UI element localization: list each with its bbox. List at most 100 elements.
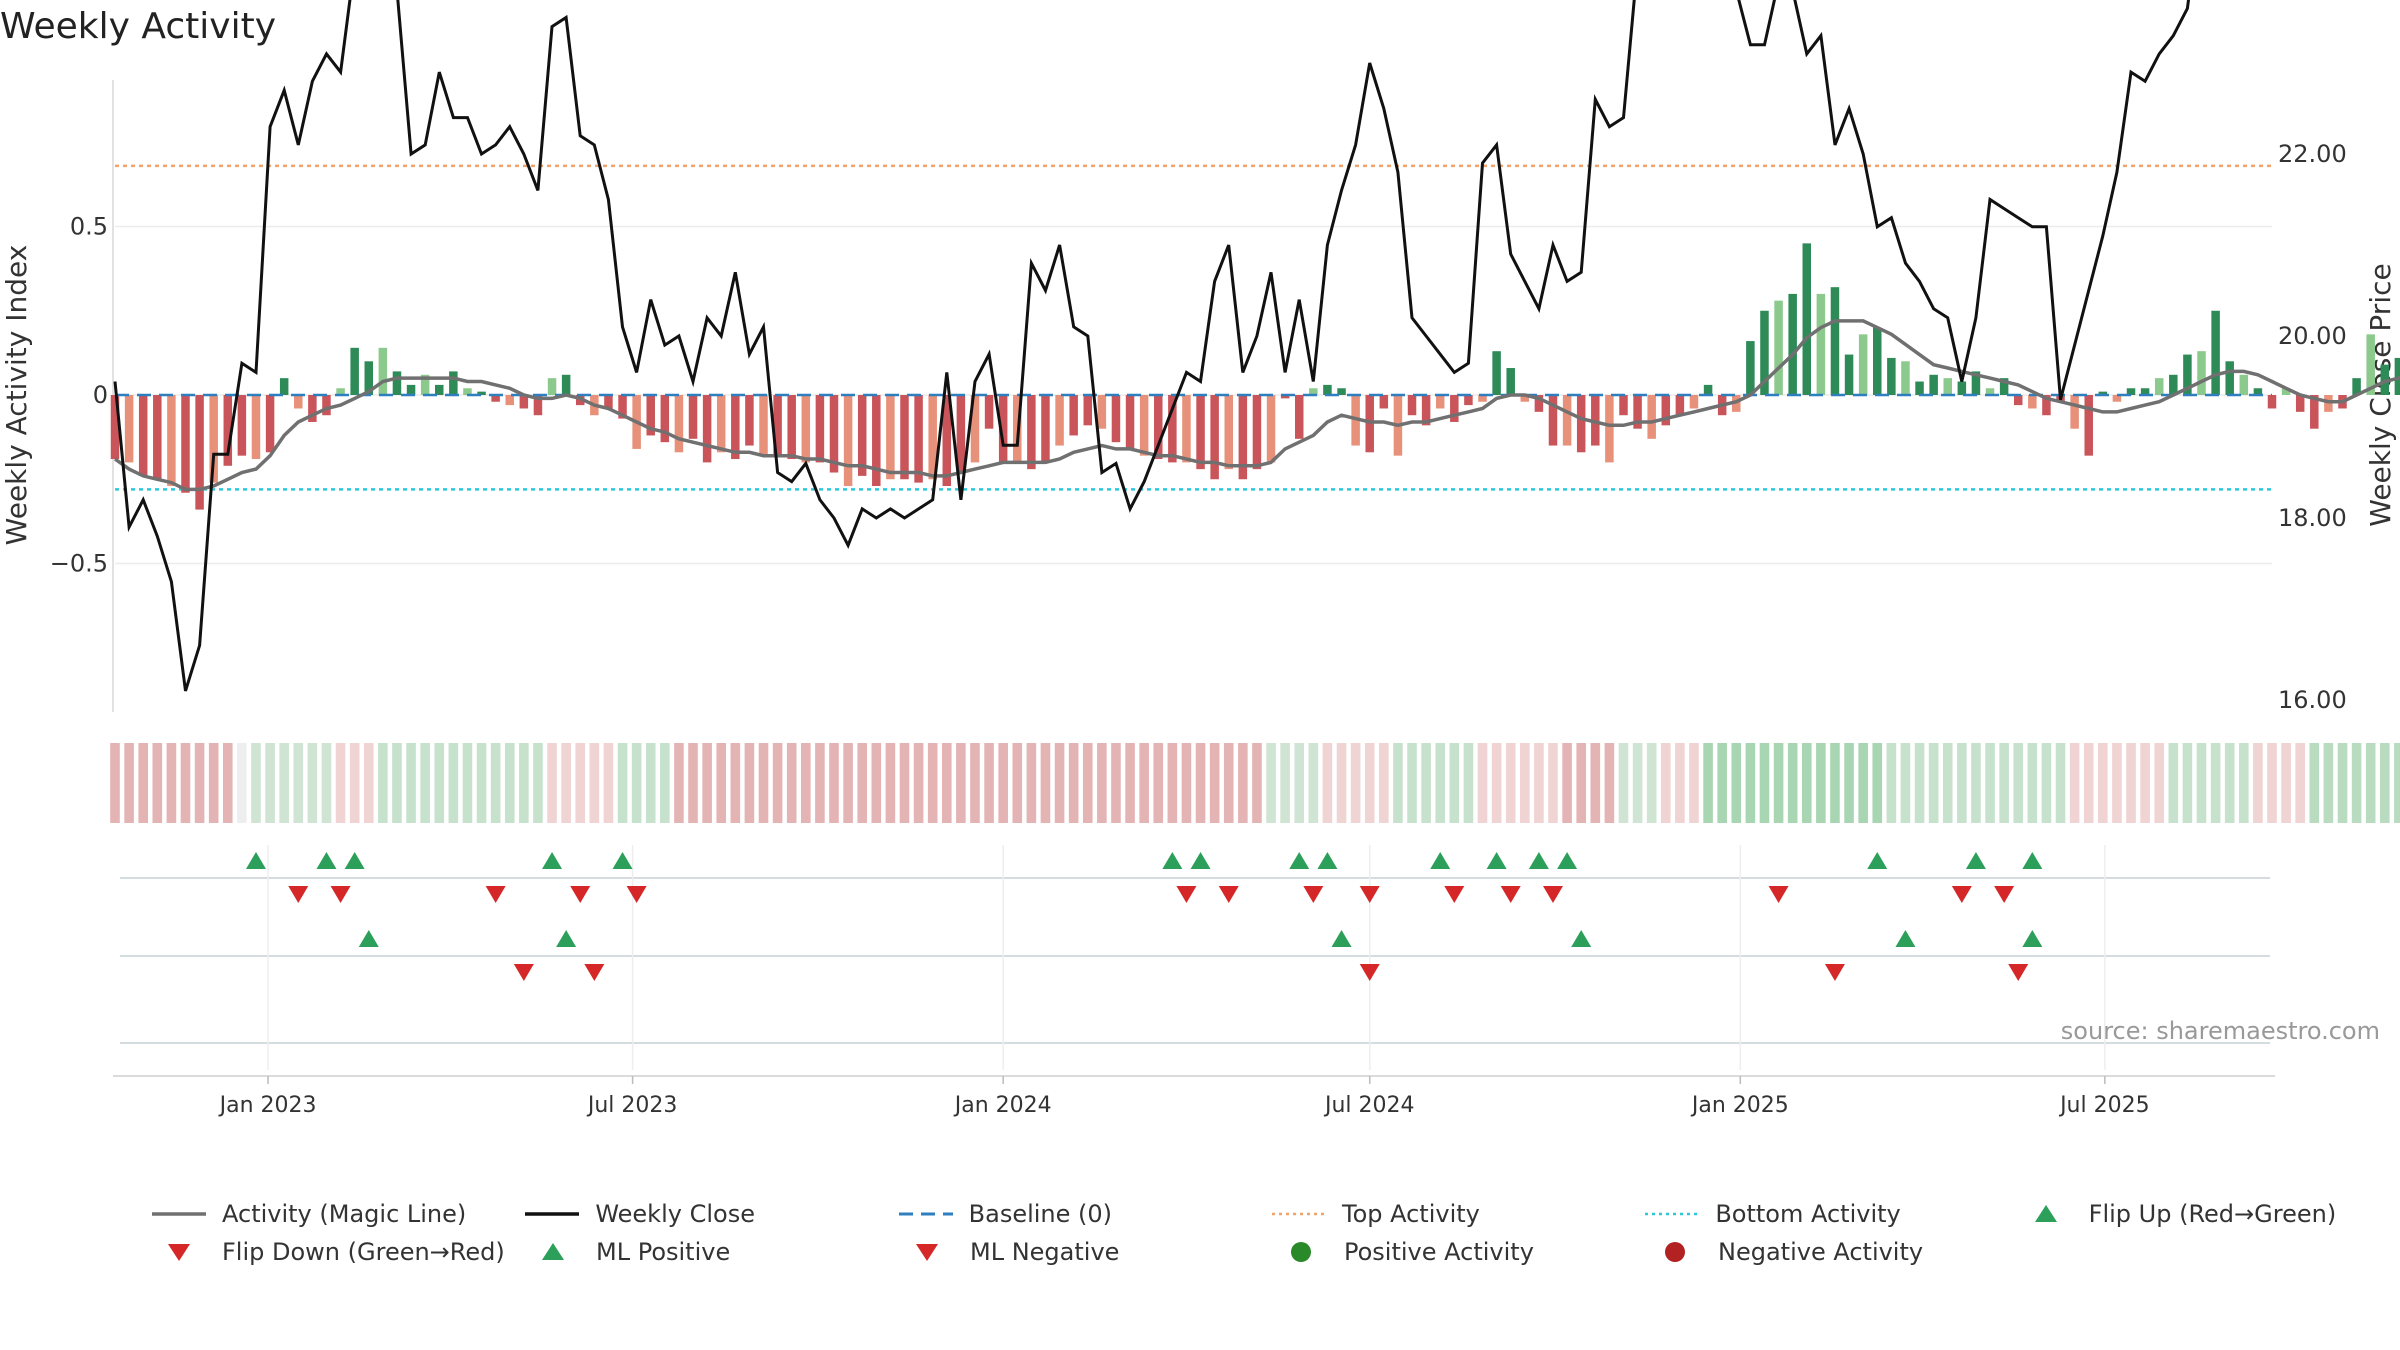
regime-strip-cell (843, 743, 853, 823)
flip-down-marker (1500, 886, 1521, 903)
flip-up-marker (1317, 852, 1338, 869)
activity-bar (124, 395, 134, 463)
regime-strip-cell (857, 743, 867, 823)
activity-bar (1097, 395, 1107, 429)
y2-tick-label: 16.00 (2278, 686, 2347, 714)
flip-down-marker (485, 886, 506, 903)
regime-strip-cell (1463, 743, 1474, 823)
flip-down-marker (288, 886, 309, 903)
regime-strip-cell (363, 743, 374, 823)
regime-strip-cell (885, 743, 896, 823)
activity-bar (1858, 334, 1868, 395)
activity-bar (2126, 388, 2136, 395)
y2-tick-label: 20.00 (2278, 322, 2347, 350)
regime-strip-cell (829, 743, 839, 823)
activity-bar (1534, 395, 1544, 412)
regime-strip-cell (307, 743, 318, 823)
x-tick-label: Jul 2024 (1323, 1093, 1415, 1118)
flip-up-marker (344, 852, 365, 869)
activity-bar (984, 395, 994, 429)
flip-down-marker (1303, 886, 1324, 903)
regime-strip-cell (1759, 743, 1770, 823)
legend-swatch (1665, 1242, 1685, 1262)
regime-strip-cell (984, 743, 994, 823)
activity-bar (2295, 395, 2305, 412)
activity-bar (237, 395, 247, 456)
activity-bar (110, 395, 120, 460)
activity-bar (2154, 378, 2164, 395)
ml-positive-marker (1571, 930, 1592, 947)
legend-label: Positive Activity (1344, 1238, 1534, 1266)
activity-bar (660, 395, 670, 443)
regime-strip-cell (1238, 743, 1248, 823)
regime-strip-cell (1097, 743, 1107, 823)
regime-strip-cell (1844, 743, 1854, 823)
regime-strip-cell (335, 743, 346, 823)
legend-item: Flip Down (Green→Red) (150, 1238, 524, 1266)
legend-label: Baseline (0) (968, 1200, 1113, 1228)
regime-strip-cell (899, 743, 910, 823)
activity-bar (914, 395, 923, 483)
regime-strip-cell (1294, 743, 1305, 823)
activity-bar (1280, 395, 1290, 399)
regime-strip-cell (1393, 743, 1403, 823)
flip-up-marker (1867, 852, 1888, 869)
flip-up-marker (1289, 852, 1310, 869)
activity-bar (2239, 374, 2249, 395)
legend-item: ML Negative (898, 1238, 1272, 1266)
activity-bar (956, 395, 966, 473)
activity-bar (1576, 395, 1586, 453)
regime-strip-cell (970, 743, 980, 823)
activity-bar (1168, 395, 1177, 463)
regime-strip-cell (617, 743, 628, 823)
regime-strip-cell (2323, 743, 2334, 823)
y-tick-label: 0 (93, 381, 108, 409)
legend-swatch (1291, 1242, 1311, 1262)
regime-strip-cell (1435, 743, 1446, 823)
activity-bar (1182, 395, 1191, 463)
ml-positive-marker (1895, 930, 1916, 947)
x-tick-label: Jan 2025 (1690, 1093, 1789, 1118)
regime-strip-cell (1111, 743, 1121, 823)
regime-strip-cell (1900, 743, 1911, 823)
activity-bar (1478, 395, 1487, 402)
activity-bar (646, 395, 655, 436)
activity-bar (1055, 395, 1064, 446)
flip-up-marker (1162, 852, 1183, 869)
legend-swatch (152, 1212, 206, 1216)
regime-strip-cell (1618, 743, 1629, 823)
regime-strip-cell (420, 743, 430, 823)
activity-bar (2197, 351, 2206, 395)
activity-bar (1943, 378, 1952, 395)
activity-bar (1760, 310, 1769, 395)
regime-strip-cell (1872, 743, 1883, 823)
regime-strip-cell (2112, 743, 2122, 823)
flip-down-marker (330, 886, 351, 903)
activity-bar (251, 395, 261, 460)
regime-strip-cell (772, 743, 783, 823)
activity-bar (1139, 395, 1149, 456)
activity-bar (406, 384, 416, 395)
regime-strip-cell (2098, 743, 2108, 823)
regime-strip-cell (575, 743, 586, 823)
flip-down-marker (1444, 886, 1465, 903)
regime-strip-cell (490, 743, 501, 823)
regime-strip-cell (1012, 743, 1023, 823)
activity-bar (928, 395, 937, 480)
regime-strip-cell (645, 743, 656, 823)
x-tick-label: Jul 2025 (2058, 1093, 2150, 1118)
legend-swatch (542, 1243, 564, 1260)
regime-strip-cell (434, 743, 445, 823)
activity-bar (773, 395, 782, 456)
regime-strip-cell (660, 743, 670, 823)
activity-bar (167, 395, 176, 486)
regime-strip-cell (2041, 743, 2052, 823)
activity-bar (1746, 341, 1755, 395)
regime-strip-cell (547, 743, 557, 823)
regime-strip-cell (2196, 743, 2207, 823)
regime-strip-cell (1957, 743, 1967, 823)
activity-bar (1041, 395, 1050, 463)
regime-strip-cell (730, 743, 741, 823)
regime-strip-cell (1830, 743, 1840, 823)
